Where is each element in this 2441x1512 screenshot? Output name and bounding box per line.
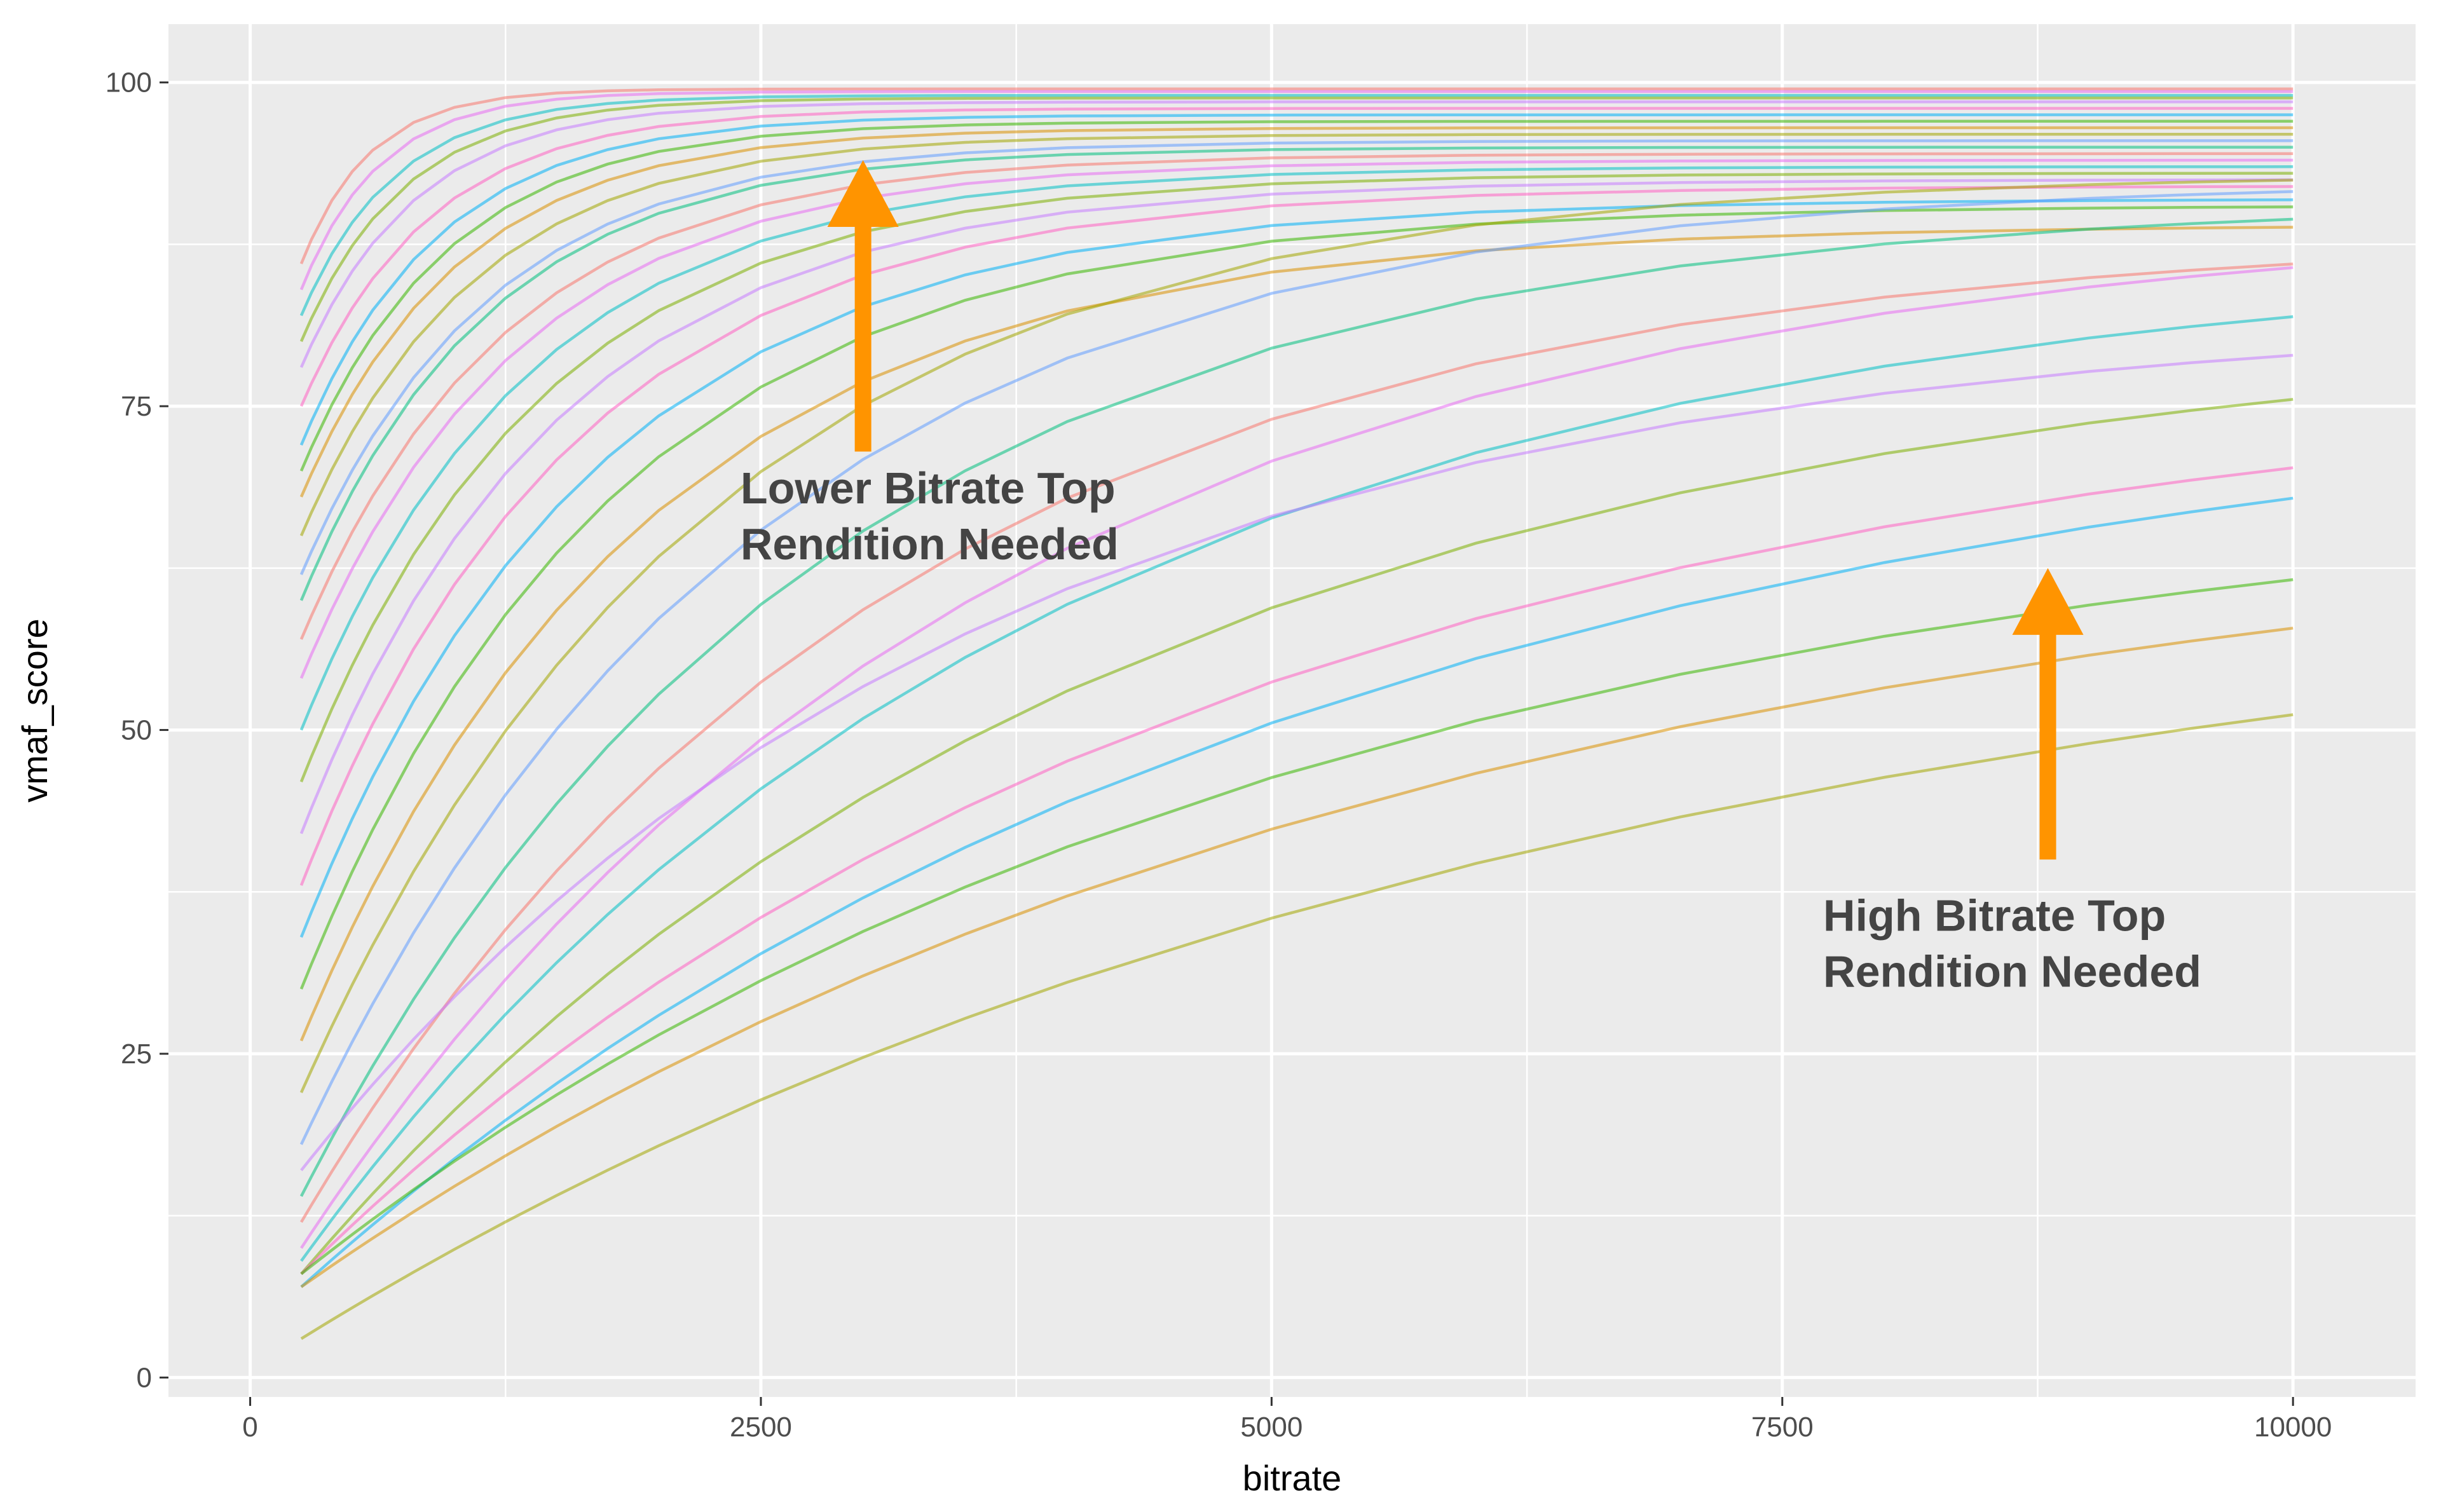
annotation-text: Rendition Needed	[1823, 946, 2201, 996]
series-line	[299, 179, 2294, 1094]
annotations: Lower Bitrate Top Rendition Needed High Bi…	[741, 160, 2201, 996]
series-line	[299, 190, 2294, 1145]
series-line	[299, 132, 2294, 536]
series-line	[300, 353, 2294, 1171]
series-line	[299, 126, 2294, 498]
series-line	[299, 262, 2294, 1223]
series-line	[299, 152, 2294, 640]
series-line	[299, 158, 2294, 679]
series-line	[299, 146, 2294, 601]
y-tick-label: 50	[121, 715, 152, 746]
y-axis-title: vmaf_score	[15, 618, 55, 802]
series-line	[299, 217, 2294, 1197]
series-line	[300, 578, 2294, 1276]
x-tick-label: 5000	[1240, 1412, 1303, 1443]
series-line	[300, 398, 2294, 1275]
series-line	[299, 100, 2294, 368]
x-tick-label: 7500	[1751, 1412, 1814, 1443]
annotation-text: High Bitrate Top	[1823, 890, 2166, 940]
series-line	[299, 185, 2294, 886]
series-line	[299, 107, 2294, 407]
series-line	[299, 96, 2294, 343]
series-line	[299, 93, 2294, 317]
series-line	[299, 87, 2294, 264]
series-line	[300, 496, 2294, 1288]
y-tick-label: 100	[106, 67, 152, 99]
series-line	[299, 90, 2294, 290]
series-line	[299, 119, 2294, 472]
x-tick-label: 2500	[730, 1412, 792, 1443]
annotation-arrow-head	[2012, 568, 2084, 635]
y-tick-label: 25	[121, 1039, 152, 1070]
series-lines	[299, 87, 2294, 1340]
y-tick-label: 0	[137, 1362, 152, 1393]
x-tick-label: 10000	[2254, 1412, 2332, 1443]
annotation-arrow-head	[827, 160, 899, 227]
grid-major	[168, 24, 2416, 1397]
series-line	[299, 205, 2294, 990]
x-axis-title: bitrate	[1243, 1458, 1342, 1498]
y-axis-ticks: 0 25 50 75 100	[106, 67, 168, 1393]
y-tick-label: 75	[121, 391, 152, 422]
annotation-text: Lower Bitrate Top	[741, 463, 1116, 513]
series-line	[299, 226, 2294, 1042]
series-line	[300, 713, 2294, 1340]
series-line	[299, 165, 2294, 731]
series-line	[300, 627, 2294, 1288]
x-axis-ticks: 0 2500 5000 7500 10000	[242, 1397, 2332, 1443]
series-line	[299, 198, 2294, 938]
series-line	[300, 466, 2294, 1276]
series-line	[299, 172, 2294, 782]
series-line	[300, 315, 2294, 1262]
series-line	[299, 139, 2294, 575]
series-line	[299, 113, 2294, 446]
series-line	[299, 178, 2294, 834]
annotation-text: Rendition Needed	[741, 519, 1119, 569]
x-tick-label: 0	[242, 1412, 257, 1443]
